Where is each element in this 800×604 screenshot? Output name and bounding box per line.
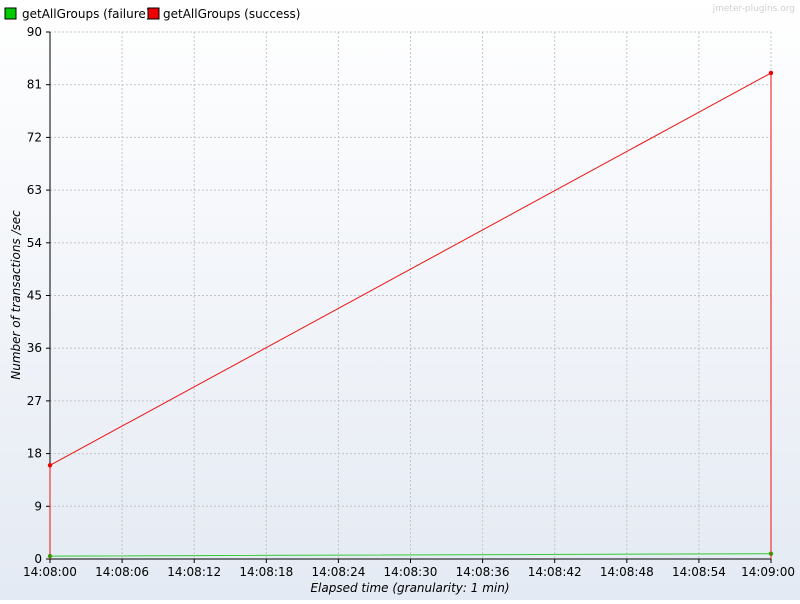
x-tick-label: 14:08:18 xyxy=(239,565,293,579)
data-point-success xyxy=(768,70,774,76)
y-axis-label: Number of transactions /sec xyxy=(9,210,23,380)
x-axis-label: Elapsed time (granularity: 1 min) xyxy=(310,581,509,595)
x-tick-label: 14:08:54 xyxy=(672,565,726,579)
y-axis-ticks: 0 9 18 27 36 45 54 63 72 81 90 xyxy=(27,25,50,566)
y-tick-label: 0 xyxy=(34,552,42,566)
y-tick-label: 81 xyxy=(27,78,42,92)
y-tick-label: 45 xyxy=(27,289,42,303)
series-line-success xyxy=(49,72,772,559)
x-tick-label: 14:08:00 xyxy=(23,565,77,579)
x-tick-label: 14:08:48 xyxy=(600,565,654,579)
x-tick-label: 14:08:30 xyxy=(384,565,438,579)
legend: getAllGroups (failure) getAllGroups (suc… xyxy=(4,7,300,21)
y-tick-label: 54 xyxy=(27,236,42,250)
legend-swatch-success xyxy=(147,7,160,20)
grid xyxy=(50,31,772,559)
legend-swatch-failure xyxy=(4,7,17,20)
y-tick-label: 18 xyxy=(27,447,42,461)
x-tick-label: 14:08:24 xyxy=(311,565,365,579)
x-tick-label: 14:09:00 xyxy=(741,565,795,579)
x-tick-label: 14:08:36 xyxy=(456,565,510,579)
y-tick-label: 36 xyxy=(27,341,42,355)
x-tick-label: 14:08:42 xyxy=(528,565,582,579)
y-tick-label: 9 xyxy=(34,499,42,513)
legend-label-failure: getAllGroups (failure) xyxy=(22,7,150,21)
y-tick-label: 27 xyxy=(27,394,42,408)
x-tick-label: 14:08:12 xyxy=(167,565,221,579)
legend-label-success: getAllGroups (success) xyxy=(163,7,300,21)
series xyxy=(47,70,774,559)
y-tick-label: 90 xyxy=(27,25,42,39)
data-point-success xyxy=(47,463,53,468)
watermark: jmeter-plugins.org xyxy=(712,4,795,14)
y-tick-label: 63 xyxy=(27,183,42,197)
y-tick-label: 72 xyxy=(27,130,42,144)
x-axis-ticks: 14:08:00 14:08:06 14:08:12 14:08:18 14:08:24… xyxy=(23,559,795,579)
x-tick-label: 14:08:06 xyxy=(95,565,149,579)
